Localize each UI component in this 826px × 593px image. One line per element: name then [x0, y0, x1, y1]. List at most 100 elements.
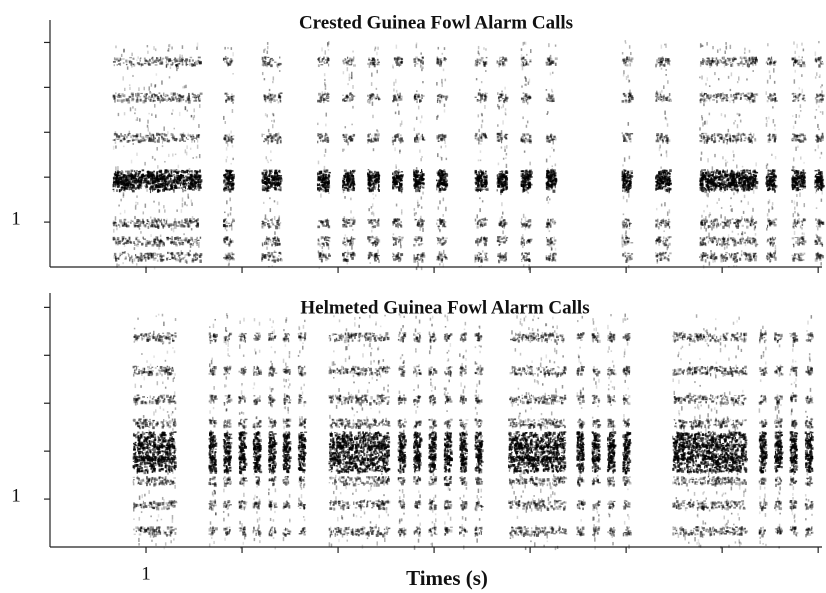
speckle: [317, 250, 320, 254]
speckle: [229, 188, 232, 191]
speckle: [141, 176, 144, 178]
speckle: [371, 72, 373, 77]
speckle: [372, 225, 374, 227]
speckle: [196, 144, 199, 149]
speckle: [525, 78, 527, 82]
speckle: [325, 259, 328, 262]
speckle: [232, 258, 236, 261]
speckle: [225, 140, 228, 144]
speckle: [134, 174, 136, 178]
speckle: [193, 253, 196, 257]
speckle: [277, 220, 280, 222]
speckle: [374, 181, 377, 184]
speckle: [370, 183, 372, 187]
speckle: [376, 64, 378, 66]
speckle: [121, 238, 124, 242]
band: [474, 92, 489, 102]
speckle: [320, 220, 322, 224]
speckle: [393, 178, 396, 180]
speckle: [317, 242, 320, 246]
speckle: [151, 181, 154, 184]
speckle: [270, 186, 273, 188]
speckle: [227, 252, 231, 257]
speckle: [437, 257, 440, 261]
speckle: [278, 93, 281, 97]
speckle: [185, 184, 188, 186]
speckle: [232, 135, 235, 137]
speckle: [279, 169, 281, 174]
speckle: [394, 185, 398, 188]
speckle: [171, 253, 174, 256]
speckle: [163, 138, 167, 141]
speckle: [528, 252, 530, 254]
speckle: [192, 157, 194, 159]
speckle: [372, 241, 375, 244]
speckle: [171, 112, 173, 115]
speckle: [320, 236, 322, 240]
speckle: [161, 145, 164, 148]
speckle: [342, 225, 345, 228]
speckle: [348, 179, 351, 182]
speckle: [195, 238, 198, 243]
speckle: [182, 94, 185, 98]
speckle: [132, 57, 135, 60]
speckle: [226, 256, 229, 260]
speckle: [157, 225, 160, 229]
speckle: [527, 258, 530, 260]
speckle: [498, 99, 501, 103]
speckle: [226, 98, 229, 101]
speckle: [154, 253, 157, 256]
speckle: [127, 252, 129, 255]
speckle: [154, 137, 156, 140]
speckle: [501, 216, 503, 219]
speckle: [173, 59, 176, 61]
speckle: [197, 96, 200, 98]
speckle: [135, 236, 139, 239]
speckle: [442, 134, 445, 137]
band: [112, 236, 202, 247]
speckle: [155, 59, 158, 62]
speckle: [374, 173, 378, 178]
speckle: [498, 105, 500, 110]
speckle: [526, 53, 528, 56]
speckle: [376, 96, 378, 98]
speckle: [183, 225, 186, 228]
speckle: [262, 224, 265, 229]
speckle: [162, 184, 165, 187]
speckle: [194, 219, 198, 221]
speckle: [372, 114, 374, 119]
speckle: [279, 257, 282, 260]
speckle: [117, 242, 120, 246]
speckle: [505, 152, 508, 156]
speckle: [272, 259, 275, 262]
speckle: [522, 255, 525, 258]
speckle: [276, 137, 280, 140]
speckle: [170, 227, 173, 231]
speckle: [178, 256, 181, 259]
speckle: [264, 218, 267, 220]
speckle: [164, 93, 168, 96]
speckle: [224, 187, 228, 191]
speckle: [268, 182, 270, 184]
speckle: [503, 99, 506, 104]
speckle: [185, 58, 188, 61]
speckle: [124, 189, 126, 192]
speckle: [479, 239, 483, 242]
speckle: [136, 202, 139, 205]
speckle: [160, 259, 164, 263]
speckle: [120, 99, 124, 104]
speckle: [501, 256, 505, 259]
speckle: [185, 151, 188, 156]
speckle: [378, 259, 380, 263]
speckle: [194, 170, 197, 172]
speckle: [114, 141, 117, 144]
speckle: [155, 114, 157, 118]
speckle: [317, 177, 319, 181]
speckle: [174, 186, 178, 189]
speckle: [230, 162, 232, 165]
speckle: [317, 239, 320, 242]
speckle: [169, 99, 173, 102]
speckle: [273, 215, 276, 220]
speckle: [135, 263, 138, 266]
